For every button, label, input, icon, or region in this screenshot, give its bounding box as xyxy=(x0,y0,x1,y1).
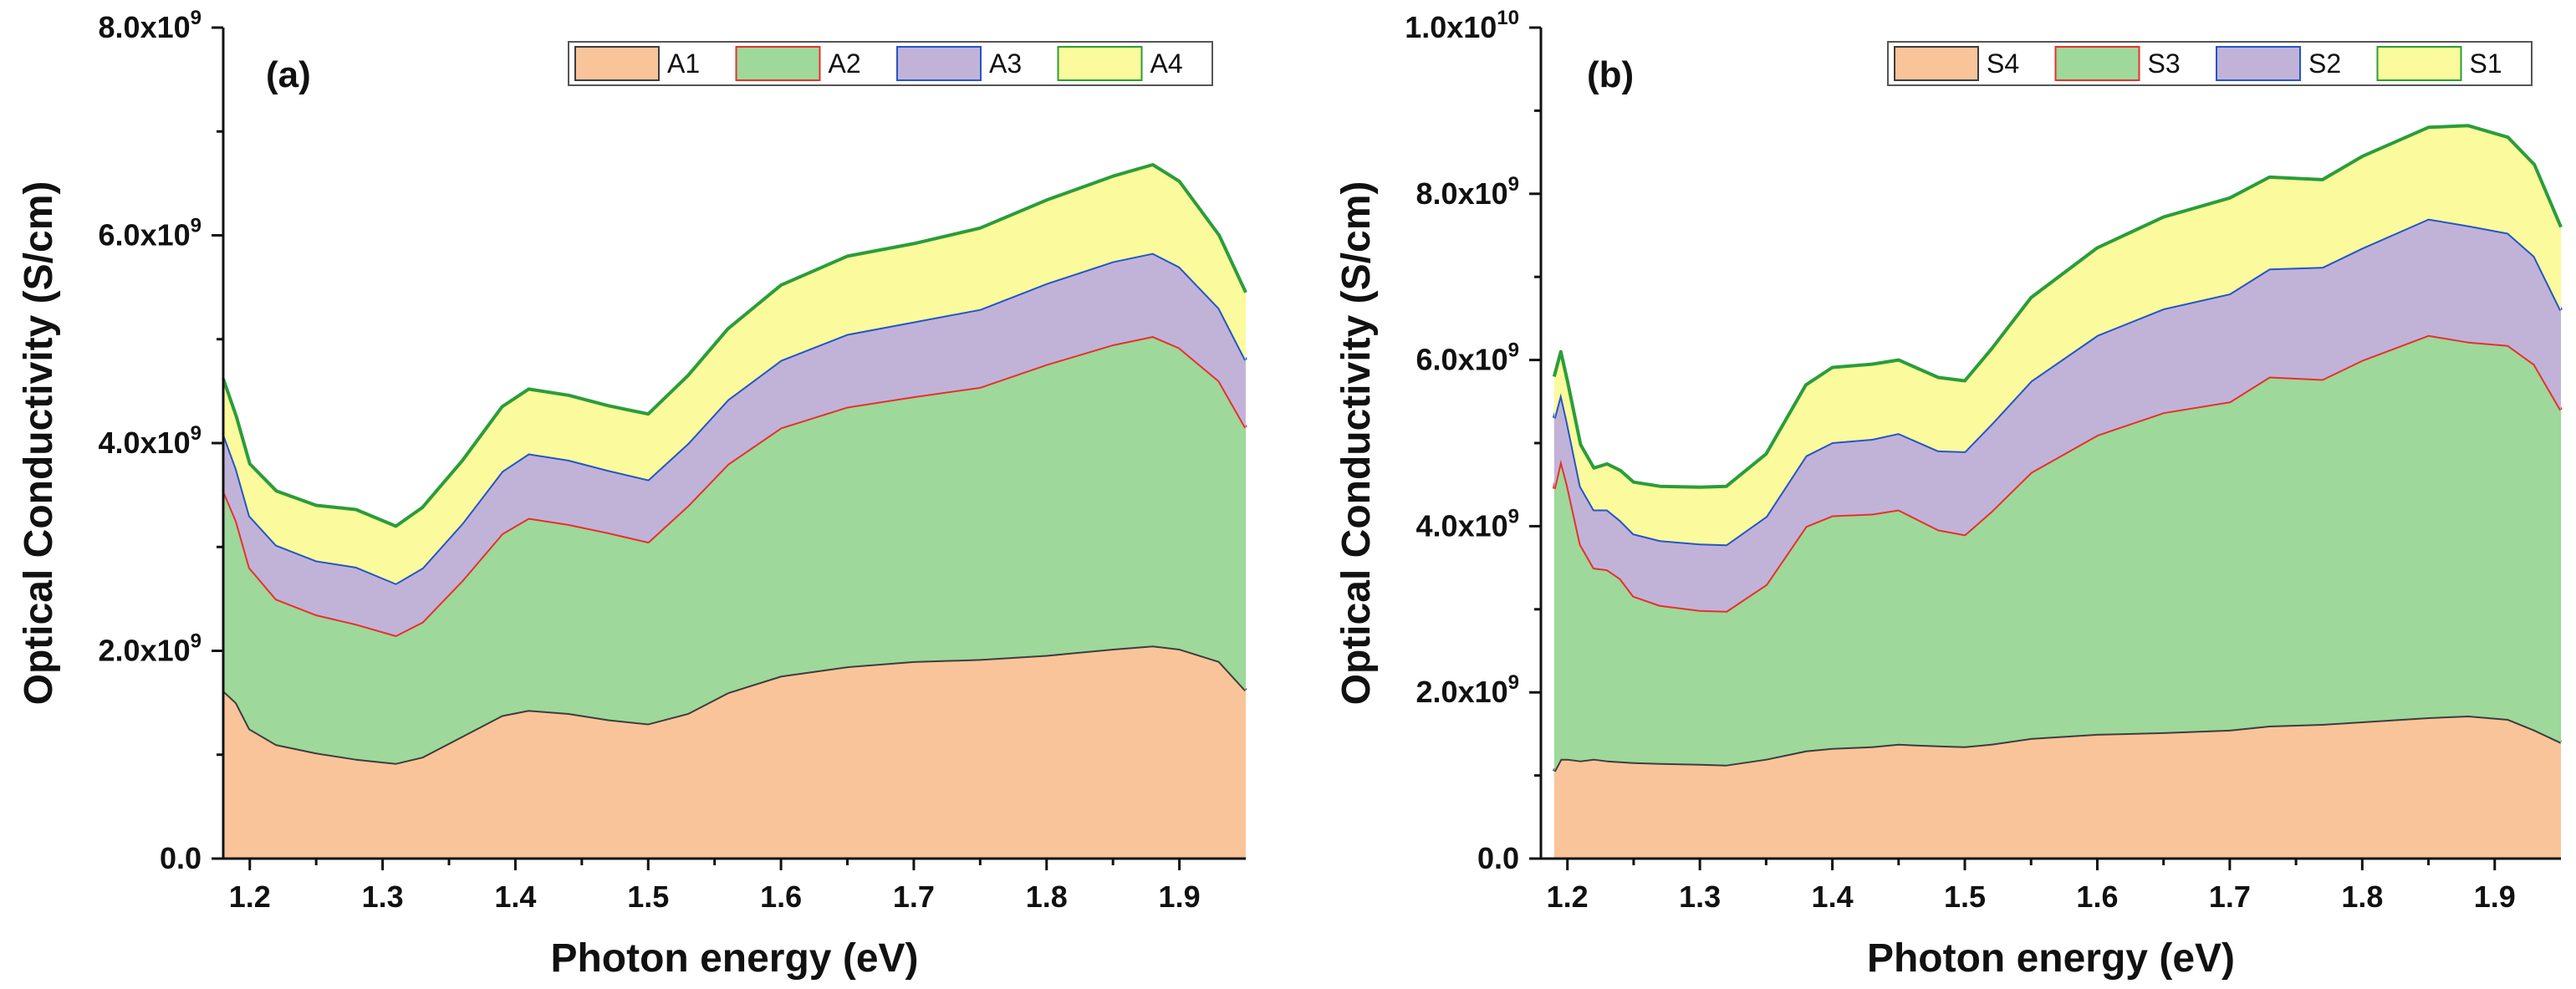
area-a1 xyxy=(223,645,1246,859)
legend: A1 A2 A3 A4 xyxy=(568,41,1213,86)
panel-label: (b) xyxy=(1587,54,1634,95)
chart-panel-1: 1.2 1.3 1.4 1.5 1.6 1.7 1.8 1.9 0.0 2.0x109 4.0x10… xyxy=(1334,7,2563,981)
y-tick-label: 1.0x1010 xyxy=(1405,7,1519,44)
panel-label: (a) xyxy=(266,54,311,95)
legend-swatch-a1 xyxy=(574,46,660,81)
legend-label-s4: S4 xyxy=(1987,48,2019,79)
y-tick-label: 0.0 xyxy=(160,841,201,875)
x-tick-label: 1.2 xyxy=(229,879,271,914)
x-tick-label: 1.9 xyxy=(1159,879,1201,914)
x-tick-label: 1.7 xyxy=(893,879,935,914)
area-a4 xyxy=(223,165,1246,584)
legend: S4 S3 S2 S1 xyxy=(1887,41,2533,86)
legend-swatch-a3 xyxy=(896,46,982,81)
y-tick-label: 8.0x109 xyxy=(1416,173,1519,211)
y-tick-label: 6.0x109 xyxy=(1416,339,1519,377)
legend-label-s3: S3 xyxy=(2148,48,2181,79)
series-line-a3 xyxy=(222,251,1247,585)
y-tick-label: 4.0x109 xyxy=(99,422,201,460)
y-tick-label: 0.0 xyxy=(1477,841,1519,875)
area-s1 xyxy=(1553,125,2561,545)
x-tick-label: 1.3 xyxy=(362,879,404,914)
legend-swatch-s2 xyxy=(2216,46,2301,81)
x-tick-label: 1.6 xyxy=(2076,879,2118,914)
x-axis-title: Photon energy (eV) xyxy=(1867,936,2235,981)
legend-label-a4: A4 xyxy=(1150,48,1183,79)
legend-label-s1: S1 xyxy=(2470,48,2502,79)
x-tick-label: 1.8 xyxy=(1026,879,1068,914)
legend-swatch-s3 xyxy=(2054,46,2140,81)
legend-label-s2: S2 xyxy=(2308,48,2341,79)
y-tick-label: 2.0x109 xyxy=(99,630,201,668)
legend-swatch-s1 xyxy=(2376,46,2462,81)
area-a2 xyxy=(223,336,1246,763)
chart-panel-0: 1.2 1.3 1.4 1.5 1.6 1.7 1.8 1.9 0.0 2.0x109 4.0x10… xyxy=(17,7,1247,981)
x-tick-label: 1.9 xyxy=(2474,879,2516,914)
x-tick-label: 1.2 xyxy=(1547,879,1589,914)
x-axis-title: Photon energy (eV) xyxy=(550,936,918,981)
y-axis-title: Optical Conductivity (S/cm) xyxy=(17,181,61,706)
x-tick-label: 1.4 xyxy=(1812,879,1854,914)
y-tick-label: 6.0x109 xyxy=(99,215,201,252)
legend-label-a2: A2 xyxy=(829,48,861,79)
x-tick-label: 1.7 xyxy=(2209,879,2251,914)
area-a3 xyxy=(223,252,1246,635)
legend-swatch-s4 xyxy=(1894,46,1979,81)
series-line-a4 xyxy=(222,163,1247,528)
area-s2 xyxy=(1553,218,2561,611)
x-tick-label: 1.8 xyxy=(2341,879,2383,914)
x-tick-label: 1.5 xyxy=(1944,879,1986,914)
y-tick-label: 8.0x109 xyxy=(99,7,201,44)
y-axis-title: Optical Conductivity (S/cm) xyxy=(1334,181,1379,706)
area-s3 xyxy=(1553,334,2561,772)
legend-swatch-a2 xyxy=(735,46,821,81)
y-tick-label: 4.0x109 xyxy=(1416,505,1519,543)
x-tick-label: 1.3 xyxy=(1679,879,1721,914)
legend-label-a1: A1 xyxy=(667,48,700,79)
legend-swatch-a4 xyxy=(1057,46,1143,81)
y-tick-label: 2.0x109 xyxy=(1416,671,1519,709)
x-tick-label: 1.5 xyxy=(627,879,669,914)
x-tick-label: 1.4 xyxy=(494,879,536,914)
x-tick-label: 1.6 xyxy=(760,879,802,914)
legend-label-a3: A3 xyxy=(989,48,1022,79)
series-line-s1 xyxy=(1552,124,2563,489)
